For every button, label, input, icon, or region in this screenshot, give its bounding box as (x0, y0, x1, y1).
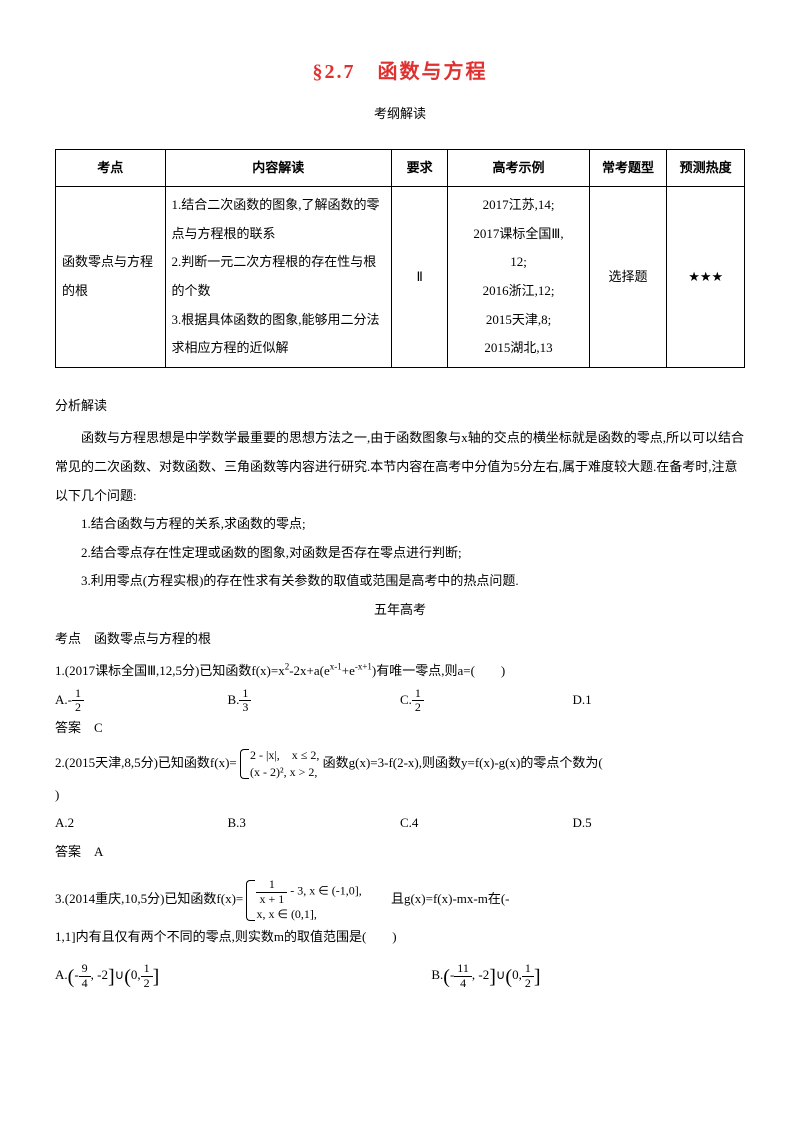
opt-mid: , -2 (91, 967, 108, 982)
page-title: §2.7 函数与方程 (55, 50, 745, 94)
analysis-bullet: 3.利用零点(方程实根)的存在性求有关参数的取值或范围是高考中的热点问题. (55, 567, 745, 596)
cell-type: 选择题 (589, 187, 667, 368)
q1-opt-d: D.1 (573, 686, 746, 715)
piece-line: 1x + 1 - 3, x ∈ (-1,0], (256, 878, 361, 905)
ex-line: 2016浙江,12; (454, 277, 582, 306)
th-point: 考点 (56, 149, 166, 187)
q1-stem: +e (342, 663, 355, 678)
q2-opt-b: B.3 (228, 809, 401, 838)
opt-label: C. (400, 692, 412, 707)
q2-opt-c: C.4 (400, 809, 573, 838)
ex-line: 12; (454, 248, 582, 277)
q2-options: A.2 B.3 C.4 D.5 (55, 809, 745, 838)
th-heat: 预测热度 (667, 149, 745, 187)
content-line: 2.判断一元二次方程根的存在性与根的个数 (172, 248, 385, 305)
question-3: 3.(2014重庆,10,5分)已知函数f(x)= 1x + 1 - 3, x … (55, 878, 745, 922)
piece-line: 2 - |x|, x ≤ 2, (250, 747, 319, 764)
q1-stem: 1.(2017课标全国Ⅲ,12,5分)已知函数f(x)=x (55, 663, 285, 678)
subtitle: 考纲解读 (55, 100, 745, 129)
q2-opt-a: A.2 (55, 809, 228, 838)
piecewise-icon: 2 - |x|, x ≤ 2, (x - 2)², x > 2, (240, 747, 319, 781)
piece-line: x, x ∈ (0,1], (256, 906, 361, 923)
opt-r2: 0, (512, 967, 522, 982)
th-type: 常考题型 (589, 149, 667, 187)
ex-line: 2015湖北,13 (454, 334, 582, 363)
content-line: 3.根据具体函数的图象,能够用二分法求相应方程的近似解 (172, 306, 385, 363)
question-2: 2.(2015天津,8,5分)已知函数f(x)= 2 - |x|, x ≤ 2,… (55, 747, 745, 781)
opt-label: B. (228, 692, 240, 707)
table-header-row: 考点 内容解读 要求 高考示例 常考题型 预测热度 (56, 149, 745, 187)
q1-opt-b: B.13 (228, 686, 401, 715)
th-examples: 高考示例 (448, 149, 589, 187)
ex-line: 2017江苏,14; (454, 191, 582, 220)
q3-stem: 3.(2014重庆,10,5分)已知函数f(x)= (55, 891, 243, 906)
analysis-paragraph: 函数与方程思想是中学数学最重要的思想方法之一,由于函数图象与x轴的交点的横坐标就… (55, 424, 745, 510)
opt-mid: , -2 (472, 967, 489, 982)
piecewise-icon: 1x + 1 - 3, x ∈ (-1,0], x, x ∈ (0,1], (246, 878, 361, 922)
ex-line: 2017课标全国Ⅲ, (454, 220, 582, 249)
piece-suffix: - 3, x ∈ (-1,0], (287, 884, 361, 898)
q2-answer: 答案 A (55, 838, 745, 867)
th-req: 要求 (391, 149, 447, 187)
union-symbol: ∪ (496, 967, 506, 982)
q2-stem-tail: ) (55, 781, 745, 810)
q1-stem: )有唯一零点,则a=( ) (372, 663, 505, 678)
syllabus-table: 考点 内容解读 要求 高考示例 常考题型 预测热度 函数零点与方程的根 1.结合… (55, 149, 745, 368)
opt-r2: 0, (131, 967, 141, 982)
q2-stem: 函数g(x)=3-f(2-x),则函数y=f(x)-g(x)的零点个数为( (323, 755, 603, 770)
th-content: 内容解读 (165, 149, 391, 187)
q1-stem: -2x+a(e (289, 663, 330, 678)
kaodian-heading: 考点 函数零点与方程的根 (55, 625, 745, 654)
q2-opt-d: D.5 (573, 809, 746, 838)
q1-opt-a: A.-12 (55, 686, 228, 715)
table-row: 函数零点与方程的根 1.结合二次函数的图象,了解函数的零点与方程根的联系 2.判… (56, 187, 745, 368)
opt-label: A.- (55, 692, 72, 707)
q1-opt-c: C.12 (400, 686, 573, 715)
q3-opt-b: B.(-114, -2]∪(0,12] (431, 955, 745, 999)
q2-stem: 2.(2015天津,8,5分)已知函数f(x)= (55, 755, 237, 770)
cell-heat: ★★★ (667, 187, 745, 368)
cell-content: 1.结合二次函数的图象,了解函数的零点与方程根的联系 2.判断一元二次方程根的存… (165, 187, 391, 368)
five-year-heading: 五年高考 (55, 596, 745, 625)
q3-options: A.(-94, -2]∪(0,12] B.(-114, -2]∪(0,12] (55, 955, 745, 999)
analysis-bullet: 1.结合函数与方程的关系,求函数的零点; (55, 510, 745, 539)
union-symbol: ∪ (115, 967, 125, 982)
question-1: 1.(2017课标全国Ⅲ,12,5分)已知函数f(x)=x2-2x+a(ex-1… (55, 657, 745, 686)
ex-line: 2015天津,8; (454, 306, 582, 335)
q1-answer: 答案 C (55, 714, 745, 743)
cell-point: 函数零点与方程的根 (56, 187, 166, 368)
content-line: 1.结合二次函数的图象,了解函数的零点与方程根的联系 (172, 191, 385, 248)
piece-line: (x - 2)², x > 2, (250, 764, 319, 781)
q3-stem: 且g(x)=f(x)-mx-m在(- (391, 891, 510, 906)
analysis-heading: 分析解读 (55, 392, 745, 421)
cell-req: Ⅱ (391, 187, 447, 368)
q3-stem-cont: 1,1]内有且仅有两个不同的零点,则实数m的取值范围是( ) (55, 923, 745, 952)
cell-examples: 2017江苏,14; 2017课标全国Ⅲ, 12; 2016浙江,12; 201… (448, 187, 589, 368)
analysis-bullet: 2.结合零点存在性定理或函数的图象,对函数是否存在零点进行判断; (55, 539, 745, 568)
q3-opt-a: A.(-94, -2]∪(0,12] (55, 955, 431, 999)
q1-options: A.-12 B.13 C.12 D.1 (55, 686, 745, 715)
